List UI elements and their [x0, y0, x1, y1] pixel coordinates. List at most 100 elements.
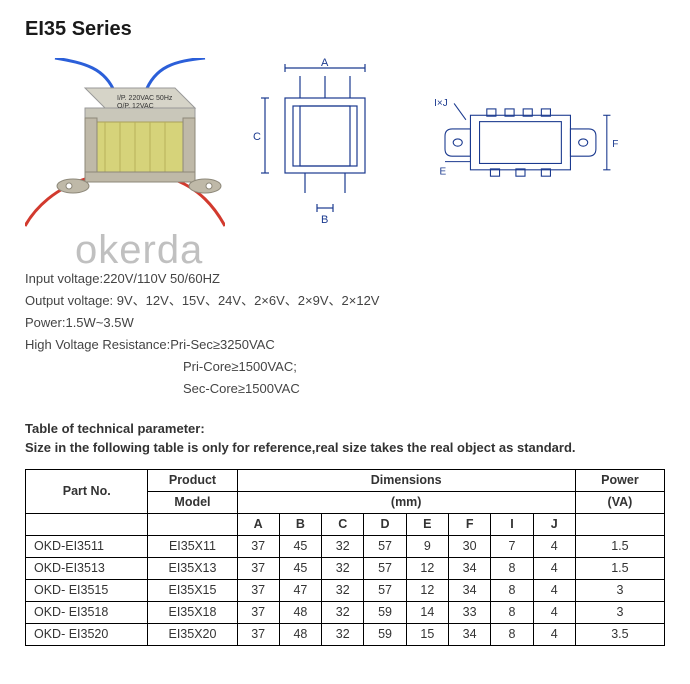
- cell-b: 48: [279, 601, 321, 623]
- th-dim-j: J: [533, 513, 575, 535]
- cell-e: 9: [406, 535, 448, 557]
- table-row: OKD-EI3511EI35X1137453257930741.5: [26, 535, 665, 557]
- cell-b: 45: [279, 557, 321, 579]
- watermark-text: okerda: [75, 228, 203, 273]
- dimension-diagram-top: I×J E: [425, 83, 625, 203]
- cell-b: 47: [279, 579, 321, 601]
- th-dim-d: D: [364, 513, 406, 535]
- cell-j: 4: [533, 535, 575, 557]
- spec-hvr2: Pri-Core≥1500VAC;: [183, 359, 297, 374]
- cell-d: 57: [364, 557, 406, 579]
- cell-i: 8: [491, 557, 533, 579]
- cell-d: 57: [364, 579, 406, 601]
- dim-label-b: B: [321, 214, 328, 226]
- cell-power: 1.5: [575, 535, 664, 557]
- dim-label-c: C: [253, 131, 261, 143]
- cell-j: 4: [533, 557, 575, 579]
- th-dim-b: B: [279, 513, 321, 535]
- product-label-line2: O/P. 12VAC: [117, 103, 154, 110]
- dim-label-a: A: [321, 58, 329, 69]
- cell-a: 37: [237, 557, 279, 579]
- parameter-table: Part No. Product Dimensions Power Model …: [25, 469, 665, 646]
- cell-model: EI35X11: [148, 535, 237, 557]
- cell-c: 32: [322, 601, 364, 623]
- cell-d: 57: [364, 535, 406, 557]
- table-heading: Table of technical parameter:: [25, 421, 665, 436]
- cell-f: 34: [448, 579, 490, 601]
- spec-input-label: Input voltage:: [25, 271, 103, 286]
- table-row: OKD-EI3513EI35X13374532571234841.5: [26, 557, 665, 579]
- table-row: OKD- EI3518EI35X18374832591433843: [26, 601, 665, 623]
- dim-label-f: F: [612, 139, 618, 150]
- cell-i: 8: [491, 579, 533, 601]
- th-dim-c: C: [322, 513, 364, 535]
- th-dim-e: E: [406, 513, 448, 535]
- table-note: Size in the following table is only for …: [25, 440, 665, 455]
- cell-e: 14: [406, 601, 448, 623]
- table-header-row-3: A B C D E F I J: [26, 513, 665, 535]
- th-model-2: Model: [148, 491, 237, 513]
- cell-model: EI35X15: [148, 579, 237, 601]
- cell-partno: OKD- EI3520: [26, 623, 148, 645]
- cell-j: 4: [533, 601, 575, 623]
- cell-f: 34: [448, 557, 490, 579]
- cell-d: 59: [364, 623, 406, 645]
- dimension-diagram-front: A C: [245, 58, 405, 228]
- spec-output-value: 9V、12V、15V、24V、2×6V、2×9V、2×12V: [113, 293, 379, 308]
- cell-c: 32: [322, 535, 364, 557]
- table-header-row-1: Part No. Product Dimensions Power: [26, 469, 665, 491]
- table-row: OKD- EI3520EI35X20374832591534843.5: [26, 623, 665, 645]
- cell-power: 3: [575, 579, 664, 601]
- cell-a: 37: [237, 579, 279, 601]
- cell-e: 12: [406, 579, 448, 601]
- cell-power: 3.5: [575, 623, 664, 645]
- cell-j: 4: [533, 579, 575, 601]
- cell-c: 32: [322, 557, 364, 579]
- cell-partno: OKD- EI3515: [26, 579, 148, 601]
- cell-e: 12: [406, 557, 448, 579]
- cell-i: 8: [491, 601, 533, 623]
- specifications-block: Input voltage:220V/110V 50/60HZ Output v…: [25, 268, 665, 401]
- th-partno: Part No.: [26, 469, 148, 513]
- th-model-1: Product: [148, 469, 237, 491]
- cell-power: 3: [575, 601, 664, 623]
- cell-b: 45: [279, 535, 321, 557]
- cell-d: 59: [364, 601, 406, 623]
- cell-model: EI35X20: [148, 623, 237, 645]
- cell-j: 4: [533, 623, 575, 645]
- page-title: EI35 Series: [25, 18, 665, 41]
- cell-partno: OKD-EI3513: [26, 557, 148, 579]
- cell-partno: OKD- EI3518: [26, 601, 148, 623]
- cell-i: 7: [491, 535, 533, 557]
- cell-b: 48: [279, 623, 321, 645]
- dim-label-ij: I×J: [434, 98, 448, 109]
- th-dimensions-2: (mm): [237, 491, 575, 513]
- cell-a: 37: [237, 535, 279, 557]
- spec-power-label: Power:: [25, 315, 65, 330]
- cell-c: 32: [322, 623, 364, 645]
- th-dim-a: A: [237, 513, 279, 535]
- table-row: OKD- EI3515EI35X15374732571234843: [26, 579, 665, 601]
- th-dim-i: I: [491, 513, 533, 535]
- cell-power: 1.5: [575, 557, 664, 579]
- dim-label-e: E: [440, 166, 447, 177]
- product-photo: I/P. 220VAC 50Hz O/P. 12VAC okerda: [25, 58, 225, 228]
- table-body: OKD-EI3511EI35X1137453257930741.5OKD-EI3…: [26, 535, 665, 645]
- spec-input-value: 220V/110V 50/60HZ: [103, 271, 220, 286]
- product-label-line1: I/P. 220VAC 50Hz: [117, 95, 173, 102]
- cell-c: 32: [322, 579, 364, 601]
- cell-model: EI35X18: [148, 601, 237, 623]
- cell-a: 37: [237, 623, 279, 645]
- images-row: I/P. 220VAC 50Hz O/P. 12VAC okerda: [25, 53, 665, 233]
- cell-a: 37: [237, 601, 279, 623]
- cell-f: 34: [448, 623, 490, 645]
- cell-partno: OKD-EI3511: [26, 535, 148, 557]
- spec-hvr1: Pri-Sec≥3250VAC: [170, 337, 274, 352]
- spec-power-value: 1.5W~3.5W: [65, 315, 133, 330]
- spec-hvr-label: High Voltage Resistance:: [25, 337, 170, 352]
- cell-f: 30: [448, 535, 490, 557]
- th-dim-f: F: [448, 513, 490, 535]
- spec-hvr3: Sec-Core≥1500VAC: [183, 381, 300, 396]
- cell-e: 15: [406, 623, 448, 645]
- th-power-2: (VA): [575, 491, 664, 513]
